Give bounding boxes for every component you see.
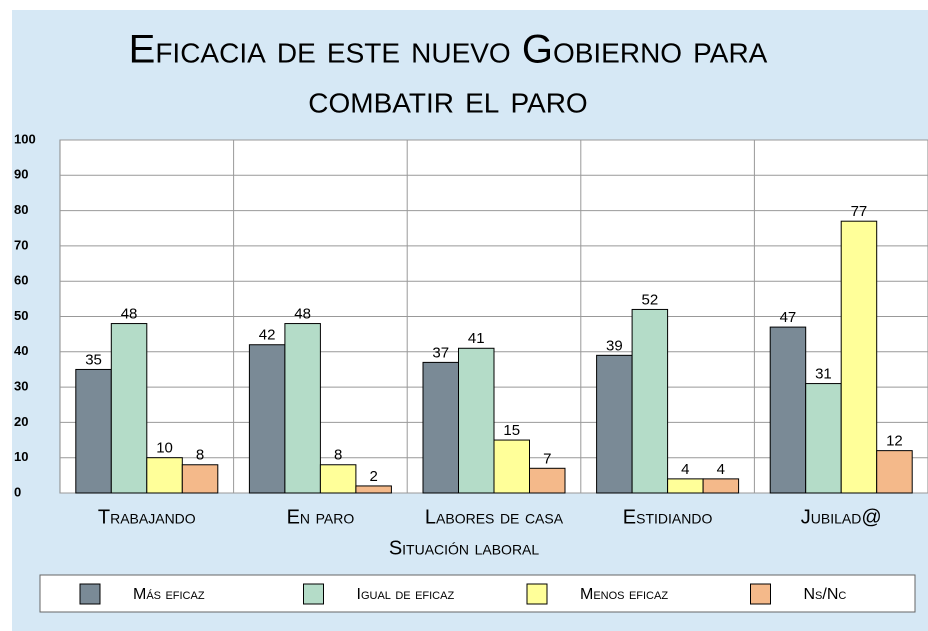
legend-swatch [750,583,771,605]
bar [596,354,633,494]
value-label: 42 [259,327,276,344]
x-tick-label: Jubilad@ [801,506,882,528]
bar [667,478,704,494]
bar [284,323,321,494]
value-label: 48 [294,306,311,323]
bar [805,383,842,494]
bar [75,368,112,494]
legend-swatch [303,583,324,605]
value-label: 47 [780,309,797,326]
value-label: 39 [606,337,623,354]
y-tick-label: 90 [14,167,28,182]
value-label: 35 [85,351,102,368]
value-label: 10 [156,440,173,457]
chart-title: combatir el paro [308,78,587,122]
x-tick-label: Trabajando [98,506,196,528]
bar [319,464,357,494]
legend-swatch [526,583,548,605]
x-axis-label: Situación laboral [389,537,540,559]
value-label: 31 [815,366,832,383]
value-label: 52 [642,291,659,308]
value-label: 12 [886,433,903,450]
value-label: 15 [503,422,520,439]
bar [248,344,286,494]
value-label: 8 [196,447,204,464]
y-tick-label: 40 [14,343,28,358]
y-tick-label: 30 [14,379,28,394]
y-tick-label: 10 [14,449,28,464]
value-label: 37 [432,344,449,361]
bar [769,326,807,494]
value-label: 4 [681,461,689,478]
y-tick-label: 100 [14,131,36,146]
bar [110,323,148,494]
bar [840,220,878,494]
y-tick-label: 0 [14,484,21,499]
x-tick-label: En paro [287,506,355,528]
bar [529,467,566,494]
legend-swatch [79,583,101,605]
value-label: 8 [334,447,342,464]
value-label: 41 [468,330,485,347]
y-tick-label: 80 [14,202,28,217]
y-tick-label: 50 [14,308,28,323]
bar [876,450,913,494]
bar [181,464,219,494]
legend-label: Ns/Nc [804,586,847,603]
bar [702,478,740,494]
bar [458,347,495,494]
y-tick-label: 70 [14,237,28,252]
value-label: 4 [717,461,725,478]
bar [355,485,392,494]
value-label: 7 [543,450,551,467]
bar [493,439,530,494]
bar [631,308,669,494]
bar [146,457,183,494]
value-label: 48 [121,306,138,323]
bar [422,361,459,494]
legend-label: Igual de eficaz [357,586,455,603]
value-label: 77 [851,203,868,220]
y-tick-label: 60 [14,273,28,288]
legend-label: Más eficaz [133,586,205,603]
x-tick-label: Estidiando [623,506,713,528]
y-tick-label: 20 [14,414,28,429]
legend-label: Menos eficaz [580,586,668,603]
chart-title: Eficacia de este nuevo Gobierno para [129,28,768,72]
value-label: 2 [369,468,377,485]
x-tick-label: Labores de casa [425,506,564,528]
